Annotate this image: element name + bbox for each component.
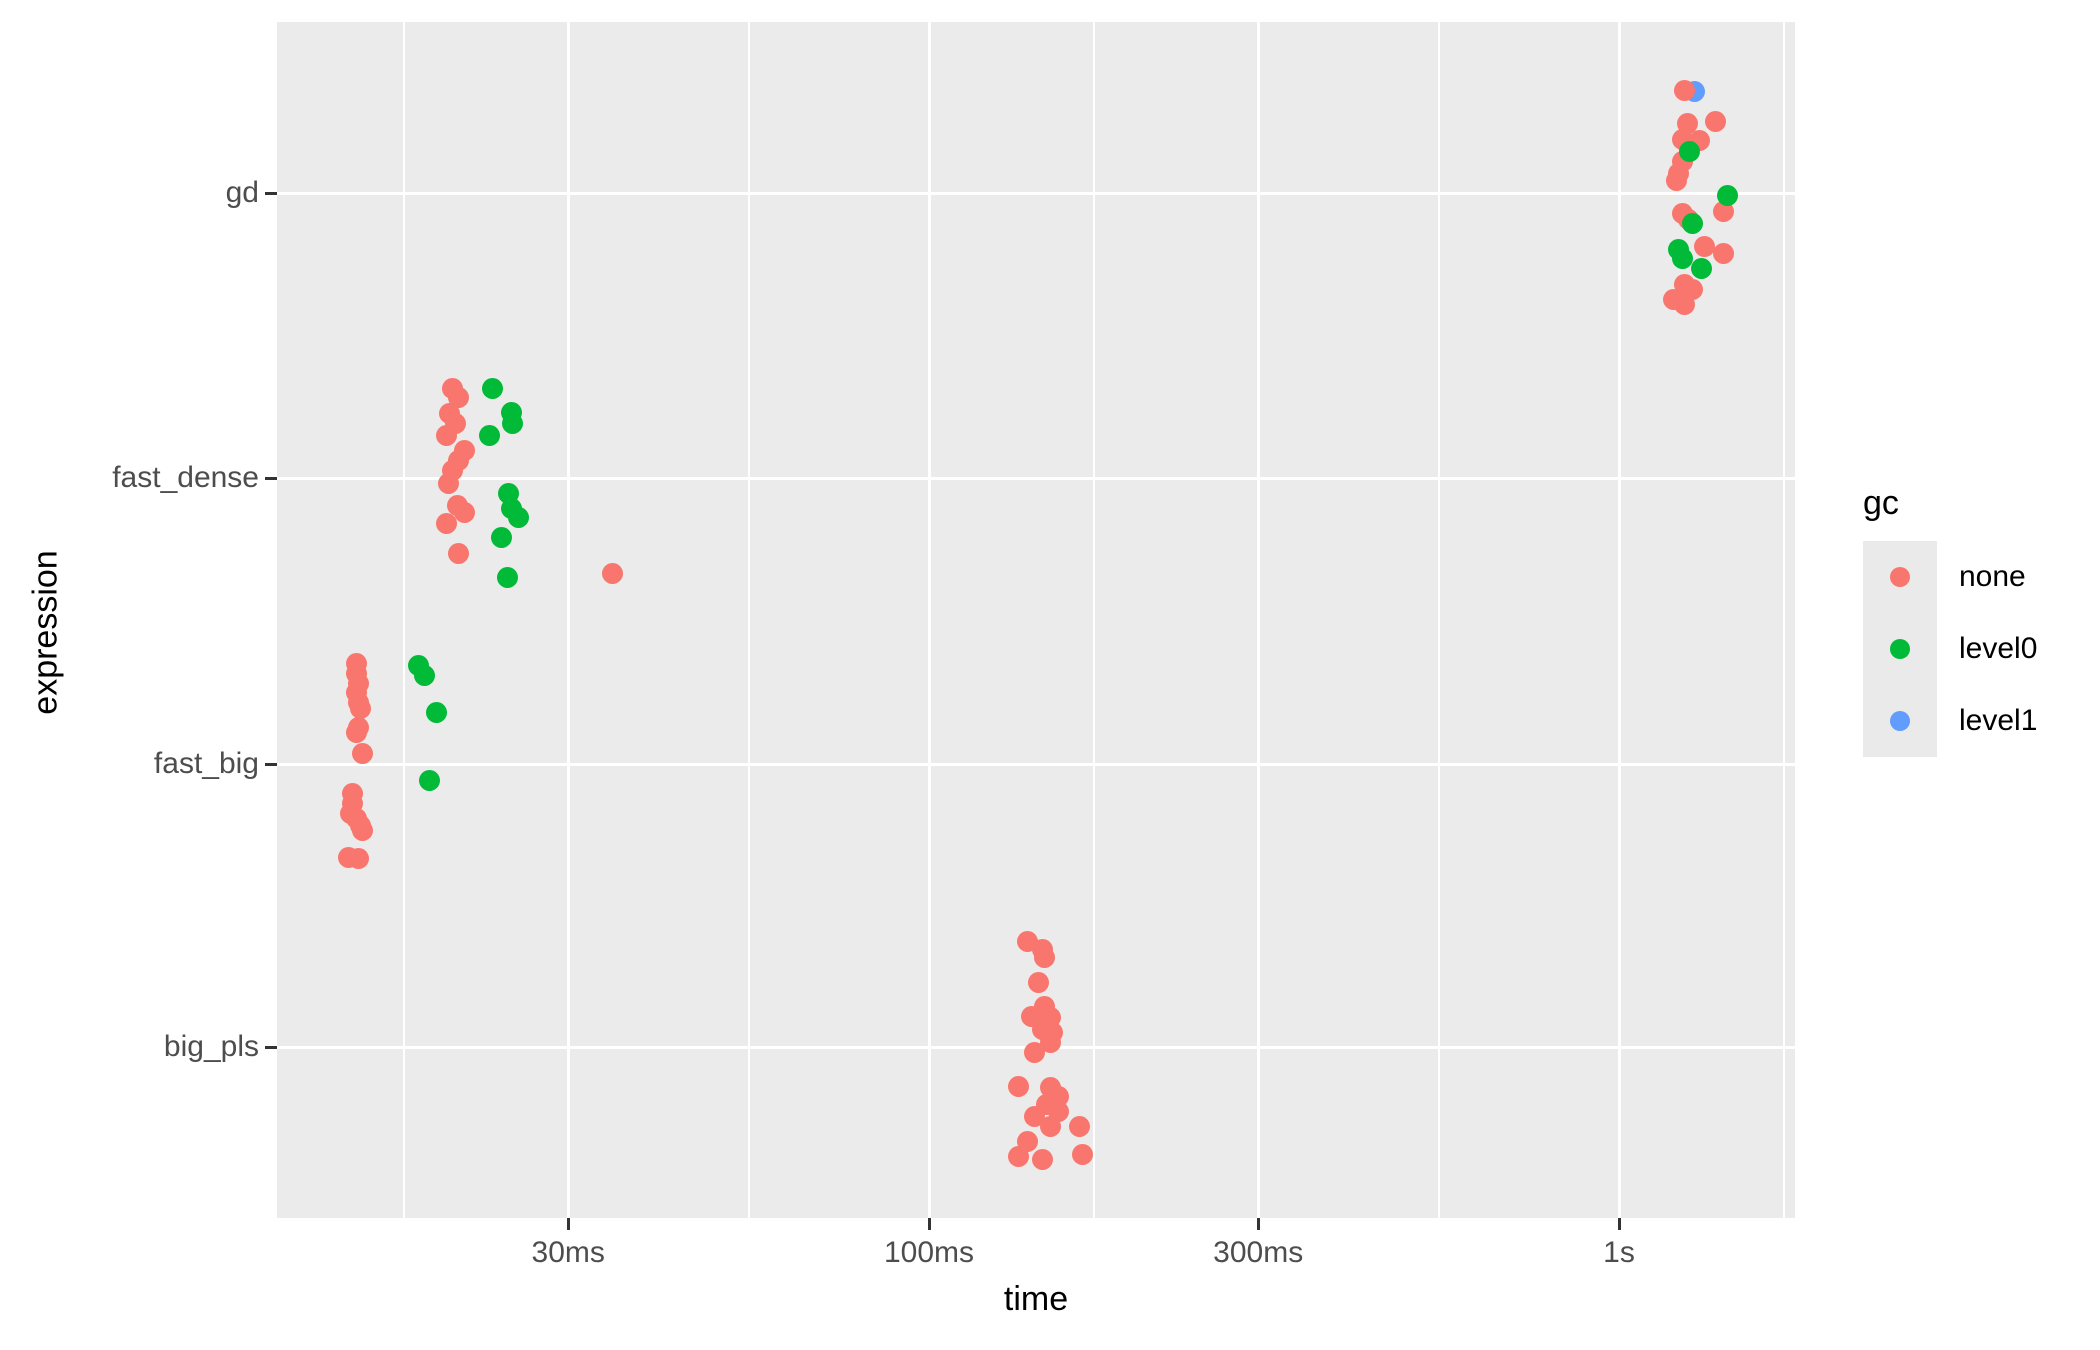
data-point-none — [447, 386, 469, 408]
y-tick-mark-big_pls — [265, 1045, 277, 1049]
data-point-level0 — [481, 377, 503, 399]
legend-items: none level0 level1 — [1863, 541, 2037, 757]
data-point-none — [1027, 971, 1049, 993]
x-tick-label-30ms: 30ms — [531, 1236, 605, 1269]
x-tick-mark-1s — [1617, 1218, 1621, 1230]
data-point-none — [1712, 242, 1734, 264]
data-point-none — [1068, 1115, 1090, 1137]
legend-item-label: level0 — [1959, 632, 2038, 665]
major-gridline-x-100ms — [927, 22, 931, 1218]
data-point-level0 — [425, 701, 447, 723]
major-gridline-y-fast_dense — [277, 476, 1795, 480]
data-point-level0 — [490, 526, 512, 548]
data-point-none — [351, 742, 373, 764]
minor-gridline-x — [402, 22, 405, 1218]
data-point-none — [437, 472, 459, 494]
data-point-level0 — [501, 412, 523, 434]
data-point-none — [1704, 110, 1726, 132]
y-axis-title: expression — [26, 550, 65, 715]
data-point-level0 — [479, 424, 501, 446]
data-point-none — [1712, 200, 1734, 222]
major-gridline-x-30ms — [566, 22, 570, 1218]
x-tick-label-1s: 1s — [1603, 1236, 1635, 1269]
major-gridline-y-gd — [277, 191, 1795, 195]
legend-key-level1 — [1863, 685, 1937, 757]
y-tick-mark-gd — [265, 191, 277, 195]
data-point-none — [436, 512, 458, 534]
data-point-none — [1033, 946, 1055, 968]
data-point-none — [447, 542, 469, 564]
legend-dot-icon-level1 — [1890, 711, 1910, 731]
data-point-none — [1674, 79, 1696, 101]
minor-gridline-x — [1782, 22, 1785, 1218]
data-point-level0 — [1716, 184, 1738, 206]
data-point-level0 — [1672, 247, 1694, 269]
minor-gridline-x — [1437, 22, 1440, 1218]
x-tick-label-300ms: 300ms — [1213, 1236, 1304, 1269]
data-point-level0 — [1682, 212, 1704, 234]
legend-dot-icon-level0 — [1890, 639, 1910, 659]
data-point-none — [1072, 1143, 1094, 1165]
data-point-none — [1694, 235, 1716, 257]
data-point-none — [1023, 1105, 1045, 1127]
data-point-none — [602, 562, 624, 584]
minor-gridline-x — [1092, 22, 1095, 1218]
legend-key-level0 — [1863, 613, 1937, 685]
y-tick-label-gd: gd — [225, 176, 259, 209]
plot-panel — [277, 22, 1795, 1218]
legend-item-label: none — [1959, 560, 2026, 593]
x-tick-label-100ms: 100ms — [883, 1236, 975, 1269]
data-point-level0 — [497, 566, 519, 588]
data-point-none — [1031, 1148, 1053, 1170]
x-tick-mark-100ms — [927, 1218, 931, 1230]
major-gridline-x-1s — [1617, 22, 1621, 1218]
major-gridline-y-fast_big — [277, 762, 1795, 766]
y-tick-label-fast_big: fast_big — [153, 747, 259, 780]
legend-dot-icon-none — [1890, 567, 1910, 587]
data-point-none — [347, 847, 369, 869]
x-axis-title: time — [1003, 1280, 1069, 1318]
legend-item-level0: level0 — [1863, 613, 2037, 685]
legend-key-none — [1863, 541, 1937, 613]
data-point-level0 — [1691, 257, 1713, 279]
data-point-none — [1008, 1075, 1030, 1097]
data-point-none — [1040, 1115, 1061, 1137]
legend-title: gc — [1863, 484, 1899, 522]
data-point-none — [1674, 293, 1696, 315]
data-point-none — [1008, 1145, 1030, 1167]
data-point-none — [1040, 1031, 1061, 1053]
data-point-none — [345, 721, 367, 743]
legend-item-none: none — [1863, 541, 2037, 613]
data-point-level0 — [414, 664, 436, 686]
x-tick-mark-30ms — [566, 1218, 570, 1230]
data-point-none — [350, 697, 371, 719]
y-tick-mark-fast_big — [265, 762, 277, 766]
y-tick-label-big_pls: big_pls — [163, 1030, 259, 1063]
data-point-none — [436, 424, 458, 446]
legend-item-level1: level1 — [1863, 685, 2037, 757]
data-point-level0 — [419, 769, 441, 791]
y-tick-mark-fast_dense — [265, 476, 277, 480]
data-point-none — [351, 819, 373, 841]
data-point-none — [1676, 112, 1698, 134]
data-point-level0 — [507, 506, 529, 528]
major-gridline-x-300ms — [1256, 22, 1260, 1218]
x-tick-mark-300ms — [1256, 1218, 1260, 1230]
legend: gc none level0 level1 — [1863, 484, 2037, 757]
data-point-none — [453, 501, 475, 523]
legend-item-label: level1 — [1959, 704, 2038, 737]
y-tick-label-fast_dense: fast_dense — [112, 461, 259, 494]
data-point-level0 — [1679, 140, 1701, 162]
data-point-none — [1666, 169, 1688, 191]
minor-gridline-x — [747, 22, 750, 1218]
data-point-none — [1023, 1041, 1045, 1063]
